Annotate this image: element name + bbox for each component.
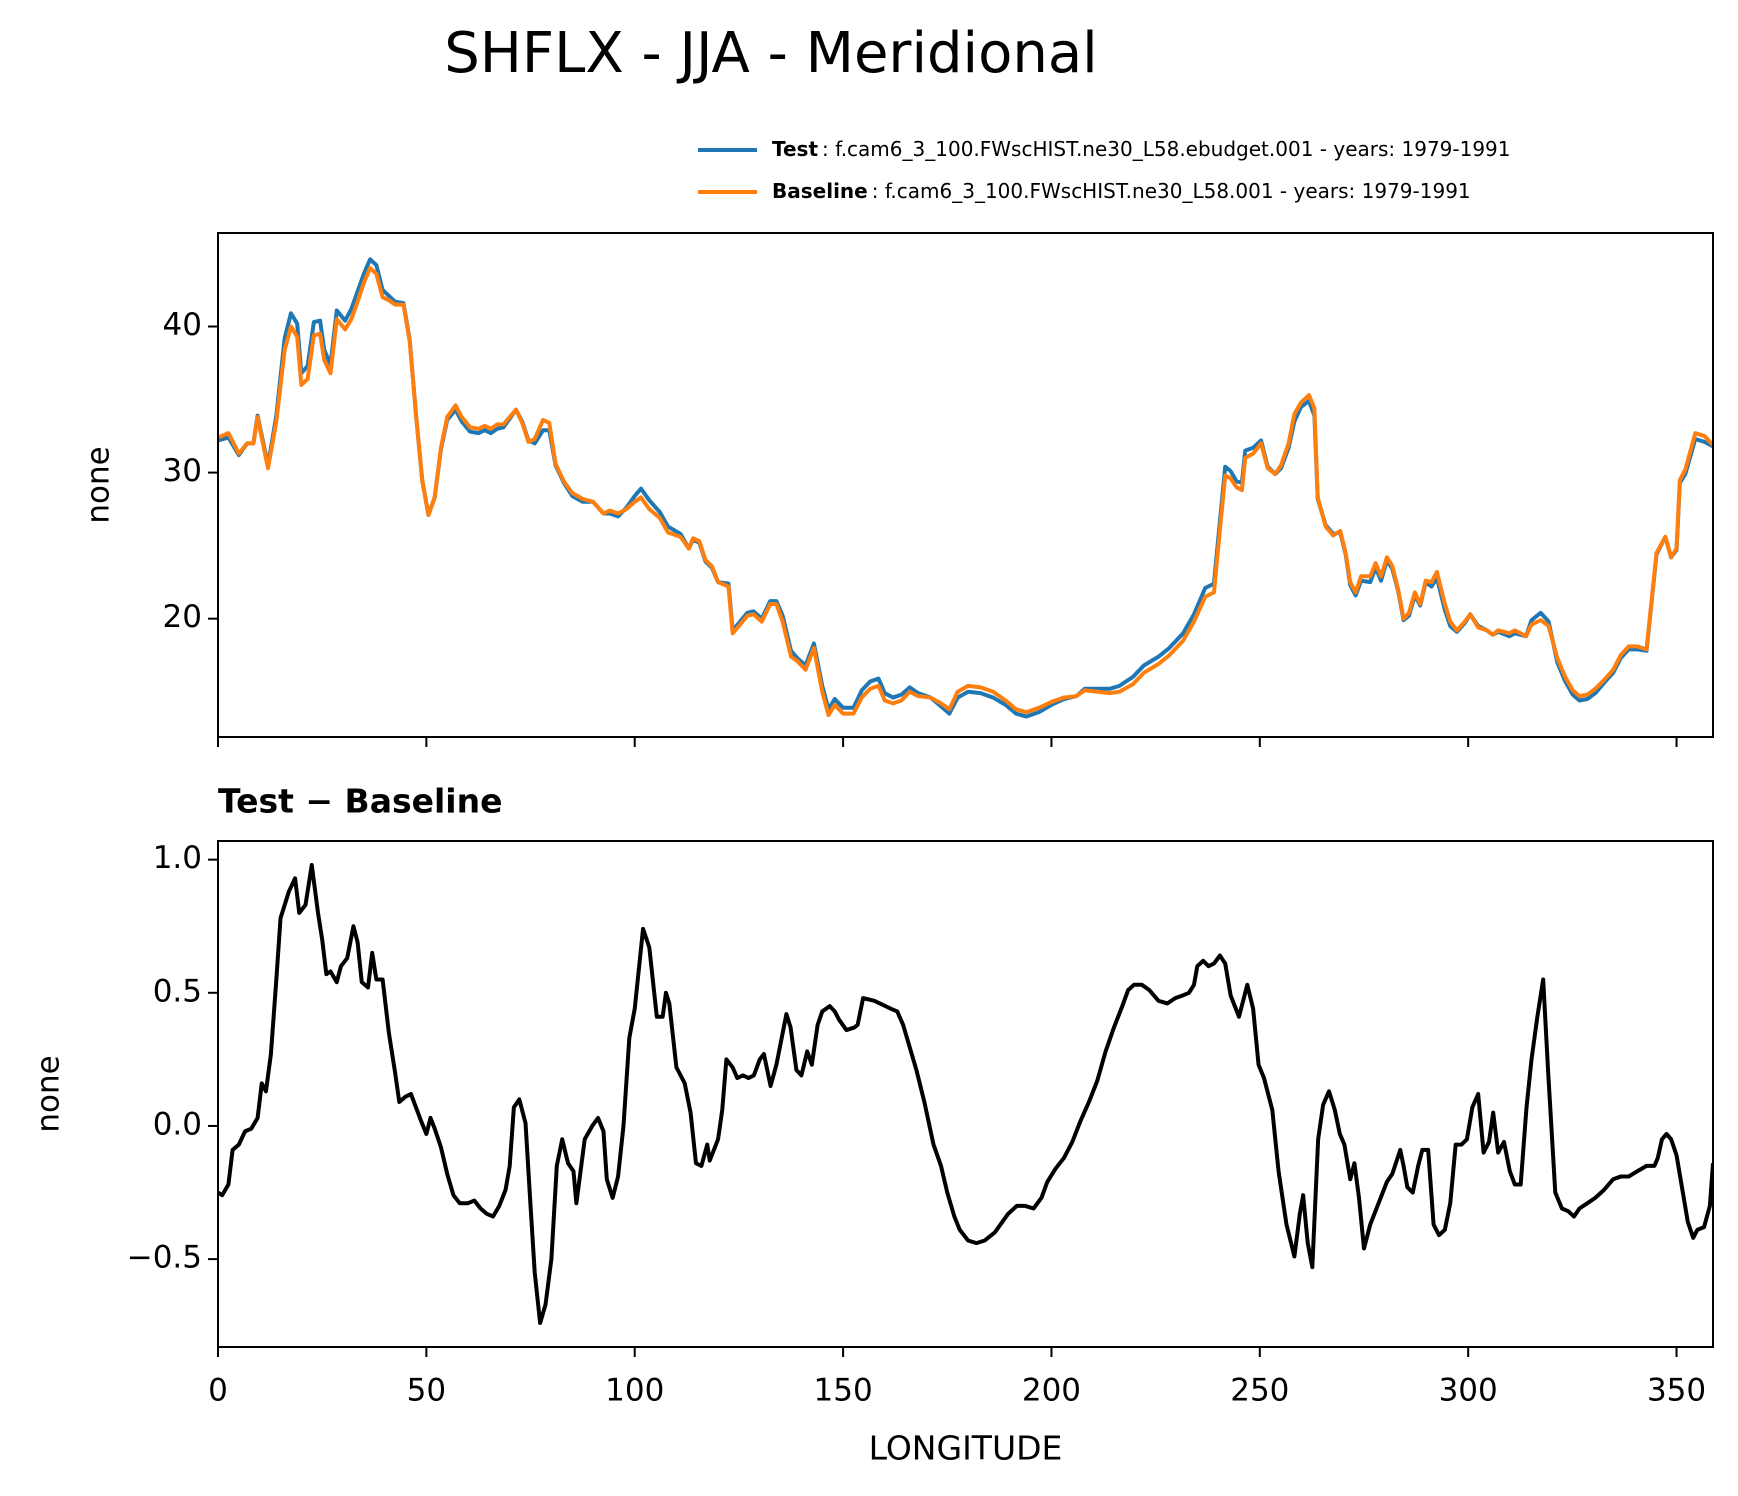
legend-name: Test xyxy=(772,137,818,161)
y-tick-label: 0.0 xyxy=(153,1106,202,1142)
x-axis-label: LONGITUDE xyxy=(869,1429,1063,1468)
axes-frame xyxy=(217,232,1714,738)
legend-entry: Test: f.cam6_3_100.FWscHIST.ne30_L58.ebu… xyxy=(772,137,1511,161)
y-tick-label: 20 xyxy=(163,599,202,635)
data-line xyxy=(218,862,1713,1326)
y-tick-label: 30 xyxy=(163,453,202,489)
x-tick-label: 150 xyxy=(814,1373,873,1409)
x-tick-label: 250 xyxy=(1230,1373,1289,1409)
y-axis-label: none xyxy=(31,1055,67,1132)
x-tick-label: 200 xyxy=(1022,1373,1081,1409)
series-line xyxy=(218,266,1713,718)
axes-frame xyxy=(217,840,1714,1348)
x-tick-label: 350 xyxy=(1647,1373,1706,1409)
x-tick-label: 50 xyxy=(407,1373,446,1409)
y-tick-label: −0.5 xyxy=(127,1240,202,1276)
plot-area xyxy=(218,862,1713,1326)
legend-label: : f.cam6_3_100.FWscHIST.ne30_L58.ebudget… xyxy=(822,137,1511,161)
y-tick-label: 40 xyxy=(163,307,202,343)
legend-label: : f.cam6_3_100.FWscHIST.ne30_L58.001 - y… xyxy=(872,179,1471,203)
x-tick-label: 300 xyxy=(1439,1373,1498,1409)
chart-title: SHFLX - JJA - Meridional xyxy=(444,21,1098,86)
panel-title: Test − Baseline xyxy=(218,782,503,821)
x-tick-label: 100 xyxy=(605,1373,664,1409)
y-tick-label: 1.0 xyxy=(153,840,202,876)
legend-entry: Baseline: f.cam6_3_100.FWscHIST.ne30_L58… xyxy=(772,179,1471,203)
y-tick-label: 0.5 xyxy=(153,973,202,1009)
legend-name: Baseline xyxy=(772,179,868,203)
y-axis-label: none xyxy=(81,446,117,523)
plot-area xyxy=(218,257,1713,719)
x-tick-label: 0 xyxy=(208,1373,228,1409)
